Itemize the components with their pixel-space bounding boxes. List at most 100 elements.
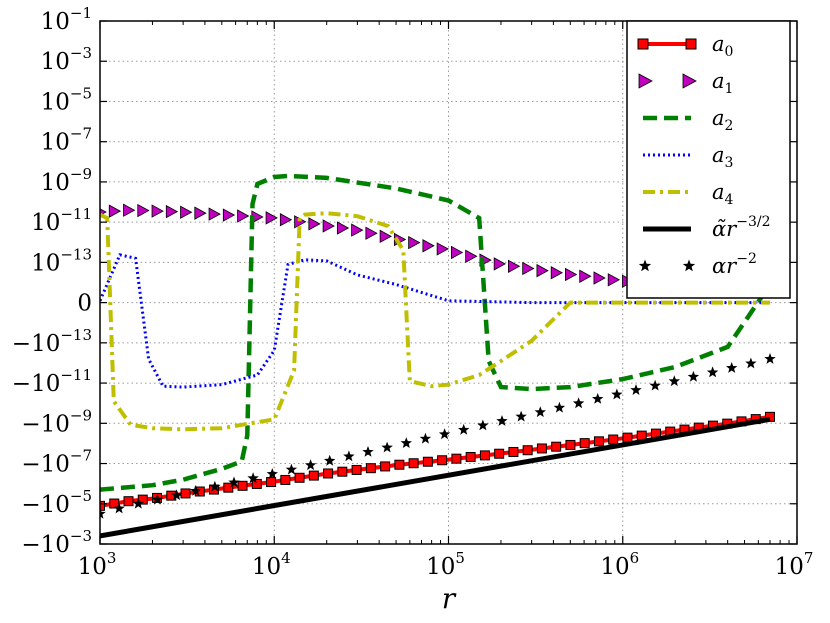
x-tick-label: 107 [775,549,814,580]
legend-label: a3 [712,143,733,171]
data-point [294,215,307,229]
data-point [308,470,319,481]
legend-item: a1 [638,69,733,97]
data-point [438,428,451,440]
data-point [436,242,449,256]
y-tick-label: −10−7 [21,447,92,478]
legend-item: a3 [643,143,733,171]
data-point [419,432,432,444]
data-point [322,219,335,233]
data-point [611,388,623,400]
legend-marker [638,259,652,272]
data-point [536,263,549,278]
data-point [343,450,355,462]
data-point [324,454,336,466]
data-point [565,439,576,450]
data-point [515,410,527,422]
legend-item: a4 [643,180,734,208]
data-point [137,203,150,218]
series-line [100,416,771,539]
data-point [251,478,262,489]
data-point [265,211,278,225]
data-point [536,443,547,454]
data-point [180,205,193,219]
data-point [408,458,419,469]
y-tick-label: −10−13 [12,326,92,357]
y-tick-label: 10−13 [31,245,92,276]
data-point [113,502,125,514]
data-point [351,464,362,475]
data-point [608,434,619,445]
data-point [649,379,661,391]
legend-marker [637,38,649,50]
data-point [726,362,738,373]
legend-label: a4 [712,180,734,208]
data-point [593,271,606,285]
legend-label: a2 [712,106,733,134]
legend-marker [685,38,697,50]
data-point [209,480,221,492]
data-point [465,452,476,463]
legend-item: α̃r−3/2 [643,214,771,241]
y-tick-label: 10−9 [41,165,92,196]
data-point [266,468,278,479]
data-point [280,474,291,485]
data-point [394,459,405,470]
legend-item: αr−2 [638,251,757,278]
data-point [465,249,478,263]
data-point [304,459,317,471]
legend-marker [638,73,653,89]
data-point [285,463,298,475]
data-point [208,207,221,221]
data-point [477,419,489,431]
axis-ticks: 10−1 10−3 10−5 10−7 10−9 10−11 10−13 0 −10−13 −10… [12,4,814,580]
data-point [108,204,122,218]
data-point [630,384,642,395]
legend-marker [682,73,697,89]
y-tick-label: 10−11 [31,205,92,236]
data-point [336,221,350,235]
data-point [379,229,392,244]
data-point [222,208,236,222]
data-point [151,204,164,218]
data-point [279,213,293,227]
data-point [687,370,700,382]
data-point [550,266,564,280]
data-point [450,245,464,260]
data-point [247,472,259,484]
data-point [123,496,134,507]
series-r-power [100,416,771,539]
x-tick-label: 104 [252,549,291,580]
data-point [593,436,604,447]
x-tick-label: 106 [600,549,639,580]
data-point [745,357,757,369]
data-point [337,466,348,477]
data-point [380,461,391,472]
data-point [151,493,164,505]
y-tick-label: 10−5 [41,84,92,115]
data-point [493,257,506,271]
data-point [223,482,234,493]
data-point [422,456,433,467]
data-point [323,468,334,479]
data-point [190,485,202,496]
data-point [294,472,305,483]
y-tick-label: 10−3 [41,44,92,75]
data-point [100,500,105,511]
data-point [508,259,521,273]
data-point [522,445,533,456]
data-point [592,393,604,404]
data-point [437,455,448,466]
data-point [508,446,519,457]
data-point [351,223,364,237]
data-point [228,476,240,488]
data-point [100,507,106,519]
data-point [266,477,277,488]
legend-marker [682,259,696,272]
x-tick-label: 103 [78,549,117,580]
data-point [572,397,585,409]
series-r-power [100,353,776,519]
series-a2 [100,173,772,492]
data-point [458,423,470,435]
